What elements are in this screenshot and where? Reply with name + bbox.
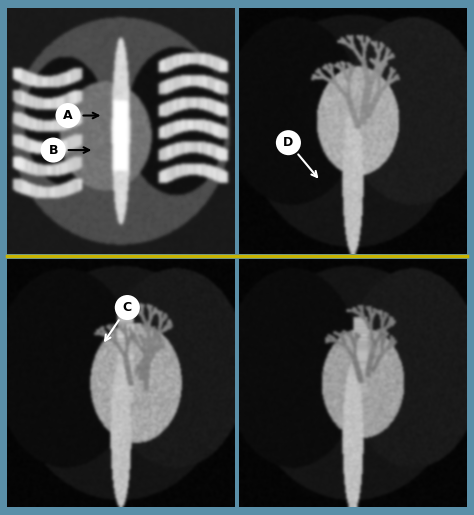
Text: C: C <box>123 301 132 314</box>
Circle shape <box>55 103 81 128</box>
Circle shape <box>276 130 301 155</box>
Text: D: D <box>283 136 293 149</box>
Circle shape <box>41 138 66 163</box>
Text: A: A <box>63 109 73 122</box>
Text: B: B <box>48 144 58 157</box>
Circle shape <box>115 295 140 320</box>
